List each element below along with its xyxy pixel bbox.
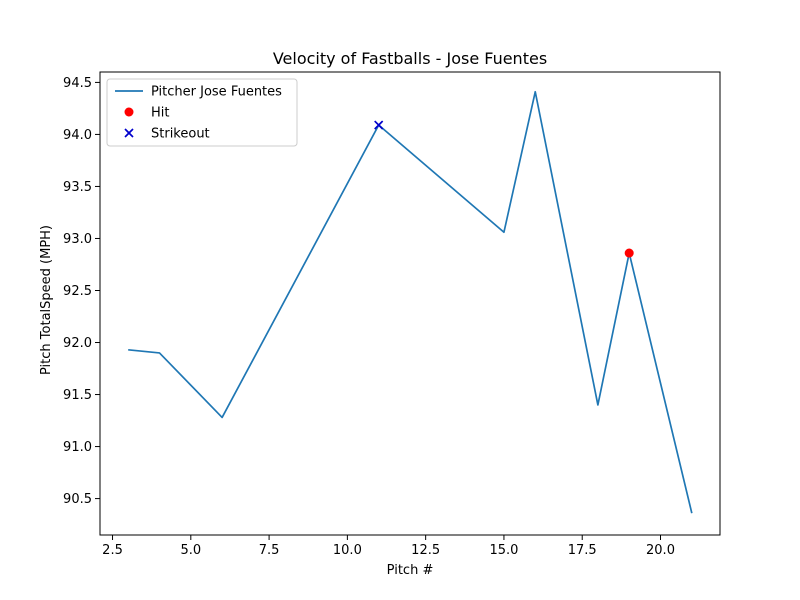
strikeout-point-stroke <box>374 120 384 130</box>
legend-hit-swatch <box>124 107 134 117</box>
y-tick-label: 92.0 <box>63 336 92 351</box>
chart-title: Velocity of Fastballs - Jose Fuentes <box>273 49 547 68</box>
x-tick-label: 15.0 <box>489 543 518 558</box>
series-line-0 <box>128 90 693 514</box>
legend-box <box>106 78 298 147</box>
y-tick-label: 94.0 <box>63 128 92 143</box>
y-axis-title: Pitch TotalSpeed (MPH) <box>39 225 54 375</box>
legend-label: Hit <box>151 106 169 121</box>
strikeout-point <box>374 120 384 130</box>
legend-item: Pitcher Jose Fuentes <box>115 85 282 100</box>
y-tick-label: 93.0 <box>63 232 92 247</box>
x-tick-label: 12.5 <box>411 543 440 558</box>
y-tick-label: 93.5 <box>63 180 92 195</box>
legend: Pitcher Jose Fuentes Hit Strikeout <box>106 78 298 147</box>
x-tick-label: 20.0 <box>646 543 675 558</box>
y-tick-label: 90.5 <box>63 492 92 507</box>
legend-item: Hit <box>124 106 169 121</box>
x-tick-label: 17.5 <box>568 543 597 558</box>
legend-item: Strikeout <box>124 127 210 142</box>
y-tick-label: 94.5 <box>63 76 92 91</box>
y-tick-label: 92.5 <box>63 284 92 299</box>
legend-strikeout-swatch <box>124 128 134 138</box>
x-tick-label: 10.0 <box>333 543 362 558</box>
y-tick-label: 91.5 <box>63 388 92 403</box>
axes: 2.5 5.0 7.5 10.0 12.5 15.0 17.5 20.0 90.5 91.0 91.… <box>63 71 721 558</box>
hit-point <box>624 248 634 258</box>
x-axis-title: Pitch # <box>387 563 434 578</box>
axes-frame <box>99 71 721 536</box>
y-tick-label: 91.0 <box>63 440 92 455</box>
legend-label: Strikeout <box>151 127 210 142</box>
x-tick-label: 7.5 <box>259 543 280 558</box>
x-tick-label: 5.0 <box>180 543 201 558</box>
plot-area <box>128 90 693 514</box>
legend-label: Pitcher Jose Fuentes <box>151 85 282 100</box>
x-tick-label: 2.5 <box>102 543 123 558</box>
